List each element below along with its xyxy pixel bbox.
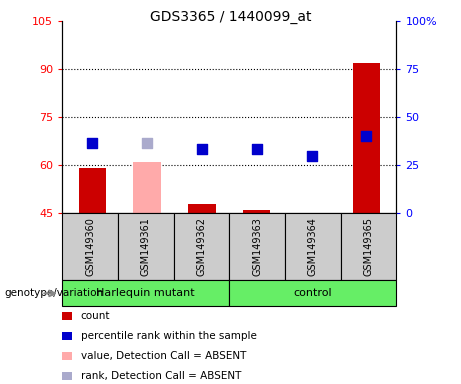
Bar	[79, 168, 106, 213]
Point	[363, 133, 370, 139]
Bar	[134, 162, 161, 213]
Text: GSM149360: GSM149360	[85, 217, 95, 276]
Bar	[243, 210, 271, 213]
Text: Harlequin mutant: Harlequin mutant	[96, 288, 195, 298]
Text: GSM149364: GSM149364	[308, 217, 318, 276]
Point	[253, 146, 260, 152]
Point	[198, 146, 206, 152]
Text: value, Detection Call = ABSENT: value, Detection Call = ABSENT	[81, 351, 246, 361]
Bar	[353, 63, 380, 213]
Point	[308, 152, 315, 159]
Text: GDS3365 / 1440099_at: GDS3365 / 1440099_at	[150, 10, 311, 23]
Bar	[188, 204, 216, 213]
Point	[143, 140, 151, 146]
Text: count: count	[81, 311, 110, 321]
Text: GSM149365: GSM149365	[364, 217, 373, 276]
Text: GSM149363: GSM149363	[252, 217, 262, 276]
Text: GSM149362: GSM149362	[196, 217, 207, 276]
Text: GSM149361: GSM149361	[141, 217, 151, 276]
Text: genotype/variation: genotype/variation	[5, 288, 104, 298]
Text: rank, Detection Call = ABSENT: rank, Detection Call = ABSENT	[81, 371, 241, 381]
Text: percentile rank within the sample: percentile rank within the sample	[81, 331, 257, 341]
Text: control: control	[294, 288, 332, 298]
Point	[89, 140, 96, 146]
